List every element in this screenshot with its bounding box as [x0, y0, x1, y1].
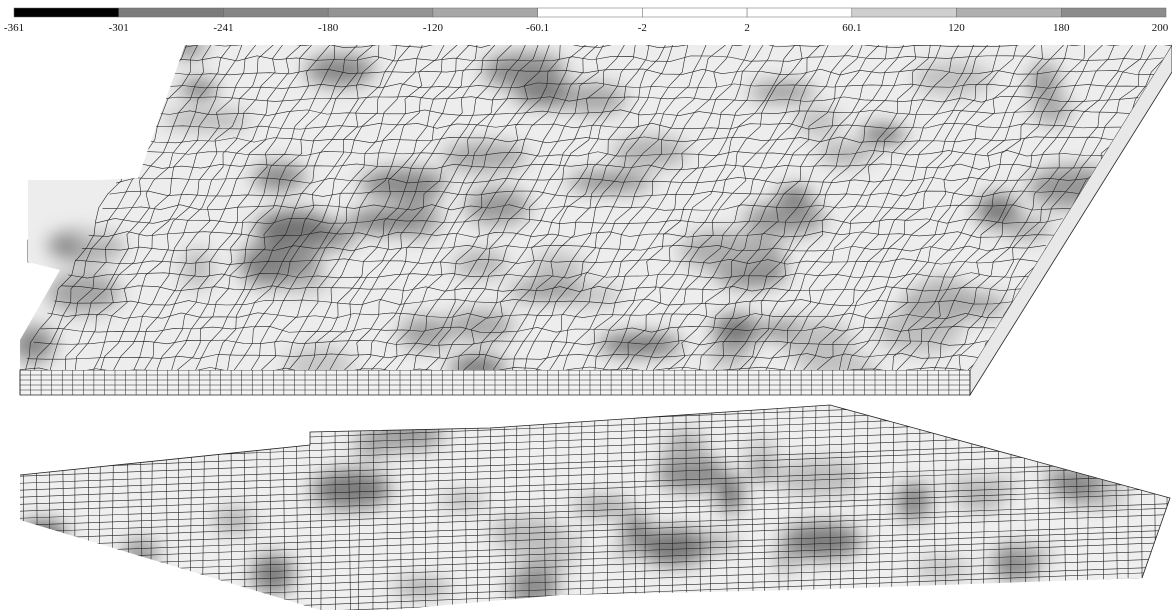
legend-swatch — [328, 8, 433, 17]
legend-label: -120 — [423, 22, 444, 34]
legend-swatch — [1061, 8, 1166, 17]
contour-blob — [12, 326, 55, 362]
legend-label: -301 — [109, 22, 129, 34]
legend-swatch — [642, 8, 747, 17]
contour-blob — [256, 211, 332, 247]
contour-blob — [306, 55, 375, 87]
contour-blob — [122, 539, 159, 569]
legend-label: -2 — [638, 22, 647, 34]
legend-label: 180 — [1053, 22, 1070, 34]
contour-blob — [773, 546, 798, 572]
contour-blob — [453, 250, 507, 278]
legend-label: -241 — [213, 22, 233, 34]
contour-view: -361 -301 -241 -180 -120 -60.1 -2 2 60.1 120 180 20… — [0, 0, 1172, 610]
contour-blob — [574, 497, 632, 516]
contour-blob — [567, 173, 652, 191]
contour-blob — [170, 36, 205, 59]
legend-swatch — [957, 8, 1062, 17]
contour-blob — [598, 334, 682, 355]
contour-blob — [490, 516, 562, 547]
upper-slab — [0, 36, 1172, 395]
contour-blob — [914, 556, 970, 581]
contour-blob — [896, 482, 932, 522]
legend-label: 2 — [744, 22, 750, 34]
contour-blob — [181, 80, 217, 98]
legend-swatch — [223, 8, 328, 17]
legend-swatch — [119, 8, 224, 17]
legend-label: -180 — [318, 22, 339, 34]
contour-blob — [239, 242, 296, 286]
legend-swatch — [433, 8, 538, 17]
legend-label: 200 — [1152, 22, 1169, 34]
legend-label: -60.1 — [526, 22, 549, 34]
legend-swatch — [538, 8, 643, 17]
contour-blob — [446, 310, 514, 340]
contour-blob — [942, 292, 1006, 318]
legend-swatch — [852, 8, 957, 17]
contour-blob — [530, 251, 584, 287]
legend-swatch — [14, 8, 119, 17]
mesh-line — [9, 400, 10, 610]
contour-blob — [18, 521, 66, 552]
contour-blob — [440, 494, 485, 507]
contour-blob — [1033, 95, 1071, 125]
contour-blob — [642, 528, 708, 565]
legend-label: 60.1 — [842, 22, 861, 34]
legend-label: 120 — [948, 22, 965, 34]
legend-label: -361 — [4, 22, 24, 34]
color-legend: -361 -301 -241 -180 -120 -60.1 -2 2 60.1 120 180 20… — [4, 8, 1169, 34]
legend-swatch — [747, 8, 852, 17]
contour-blob — [914, 62, 992, 96]
contour-blob — [1014, 548, 1053, 562]
contour-blob — [360, 168, 446, 200]
page: {"legend": { "colors": ["#000000", "#7b7… — [0, 0, 1172, 610]
contour-blob — [252, 554, 294, 594]
contour-blob — [508, 283, 583, 300]
lower-slab — [0, 382, 1172, 610]
